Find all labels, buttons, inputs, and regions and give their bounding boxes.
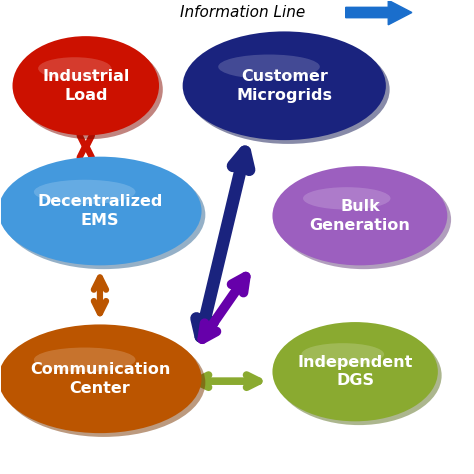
Ellipse shape <box>273 322 438 421</box>
Ellipse shape <box>2 328 205 437</box>
Text: Communication
Center: Communication Center <box>30 362 170 396</box>
Text: Information Line: Information Line <box>180 5 306 20</box>
Ellipse shape <box>276 326 442 425</box>
Ellipse shape <box>273 166 447 265</box>
Ellipse shape <box>182 31 386 140</box>
Ellipse shape <box>186 35 390 144</box>
Ellipse shape <box>12 36 159 136</box>
Text: Industrial
Load: Industrial Load <box>42 69 129 102</box>
Ellipse shape <box>276 170 451 269</box>
Ellipse shape <box>0 324 201 433</box>
Text: Decentralized
EMS: Decentralized EMS <box>37 194 163 228</box>
Text: Customer
Microgrids: Customer Microgrids <box>236 69 332 102</box>
Ellipse shape <box>303 187 391 210</box>
Ellipse shape <box>301 343 384 365</box>
Ellipse shape <box>34 347 136 372</box>
Ellipse shape <box>2 160 205 269</box>
Ellipse shape <box>38 57 111 80</box>
Ellipse shape <box>0 156 201 265</box>
FancyArrow shape <box>346 0 412 25</box>
Ellipse shape <box>34 180 136 204</box>
Ellipse shape <box>16 40 163 139</box>
Text: Bulk
Generation: Bulk Generation <box>310 199 410 233</box>
Ellipse shape <box>218 55 320 79</box>
Text: Independent
DGS: Independent DGS <box>298 355 413 389</box>
